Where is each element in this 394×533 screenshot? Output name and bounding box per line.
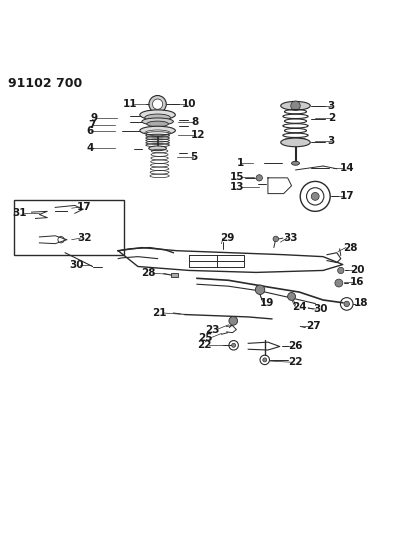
Text: 8: 8: [191, 117, 198, 127]
Text: 17: 17: [77, 202, 92, 212]
Text: 3: 3: [328, 136, 335, 146]
Text: 15: 15: [230, 172, 244, 182]
Circle shape: [288, 293, 296, 301]
Circle shape: [335, 279, 343, 287]
Circle shape: [311, 192, 319, 200]
Text: 10: 10: [182, 99, 197, 109]
Ellipse shape: [145, 114, 171, 121]
Circle shape: [232, 343, 236, 348]
Ellipse shape: [281, 101, 310, 110]
Ellipse shape: [149, 146, 167, 151]
Circle shape: [256, 175, 262, 181]
FancyBboxPatch shape: [14, 199, 124, 255]
Text: 20: 20: [350, 265, 364, 274]
Text: 7: 7: [88, 120, 95, 131]
Text: 18: 18: [354, 298, 368, 308]
Circle shape: [255, 285, 265, 294]
Ellipse shape: [281, 138, 310, 147]
Text: 23: 23: [205, 325, 220, 335]
Text: 12: 12: [191, 130, 206, 140]
Text: 21: 21: [152, 308, 166, 318]
Text: 25: 25: [198, 333, 213, 343]
Text: 4: 4: [86, 143, 94, 153]
Text: 24: 24: [292, 302, 307, 312]
Circle shape: [152, 99, 163, 109]
Circle shape: [263, 358, 267, 362]
Circle shape: [291, 101, 300, 110]
Text: 28: 28: [141, 268, 156, 278]
Text: 28: 28: [343, 243, 357, 253]
Text: 27: 27: [307, 321, 321, 332]
Text: 26: 26: [288, 342, 303, 351]
Text: 30: 30: [69, 260, 84, 270]
Text: 33: 33: [284, 233, 298, 243]
Text: 9: 9: [91, 113, 98, 123]
Circle shape: [273, 236, 279, 241]
Ellipse shape: [142, 118, 173, 125]
Circle shape: [344, 301, 349, 306]
Text: 5: 5: [190, 152, 197, 162]
Text: 13: 13: [230, 182, 244, 191]
Text: 3: 3: [328, 101, 335, 111]
Text: 31: 31: [12, 208, 27, 219]
Text: 14: 14: [340, 163, 354, 173]
Text: 22: 22: [288, 357, 303, 367]
Ellipse shape: [140, 110, 175, 120]
Ellipse shape: [140, 126, 175, 135]
Text: 16: 16: [350, 277, 364, 287]
Text: 32: 32: [77, 233, 92, 243]
Ellipse shape: [147, 121, 169, 127]
Ellipse shape: [145, 130, 171, 136]
Circle shape: [149, 95, 166, 113]
Text: 91102 700: 91102 700: [8, 77, 82, 90]
Ellipse shape: [292, 161, 299, 165]
Text: 30: 30: [313, 304, 328, 314]
Text: 17: 17: [340, 191, 354, 201]
Text: 22: 22: [197, 340, 212, 350]
Text: 11: 11: [123, 99, 137, 109]
Text: 6: 6: [87, 126, 94, 136]
Text: 1: 1: [237, 158, 244, 168]
Text: 2: 2: [328, 112, 335, 123]
Text: 29: 29: [220, 233, 234, 243]
Circle shape: [338, 267, 344, 273]
Text: 19: 19: [260, 298, 274, 308]
Bar: [171, 273, 178, 277]
Circle shape: [229, 317, 238, 325]
